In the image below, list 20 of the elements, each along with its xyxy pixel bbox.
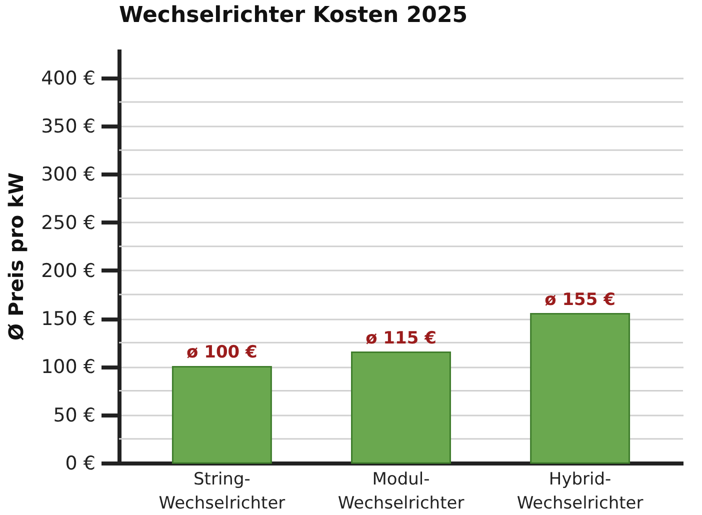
x-tick-label: Modul- Wechselrichter xyxy=(338,470,464,514)
y-tick-label: 250 € xyxy=(41,212,96,234)
x-tick-label: Hybrid- Wechselrichter xyxy=(516,470,644,514)
bar xyxy=(530,313,630,464)
y-tick-label: 300 € xyxy=(41,164,96,186)
bar xyxy=(172,366,272,464)
y-tick-label: 400 € xyxy=(41,67,96,90)
chart-title: Wechselrichter Kosten 2025 xyxy=(119,3,468,28)
data-label: ø 100 € xyxy=(186,342,258,363)
bar xyxy=(351,352,451,464)
data-label: ø 115 € xyxy=(366,328,436,348)
y-tick-label: 200 € xyxy=(41,260,96,282)
y-axis-title: Ø Preis pro kW xyxy=(4,172,28,341)
y-tick-label: 350 € xyxy=(41,116,96,138)
y-tick-label: 0 € xyxy=(65,452,96,474)
data-label: ø 155 € xyxy=(544,290,616,310)
y-tick-label: 100 € xyxy=(41,356,96,378)
y-tick-label: 150 € xyxy=(41,308,96,330)
x-tick-label: String- Wechselrichter xyxy=(158,470,286,514)
y-tick-label: 50 € xyxy=(53,404,96,426)
